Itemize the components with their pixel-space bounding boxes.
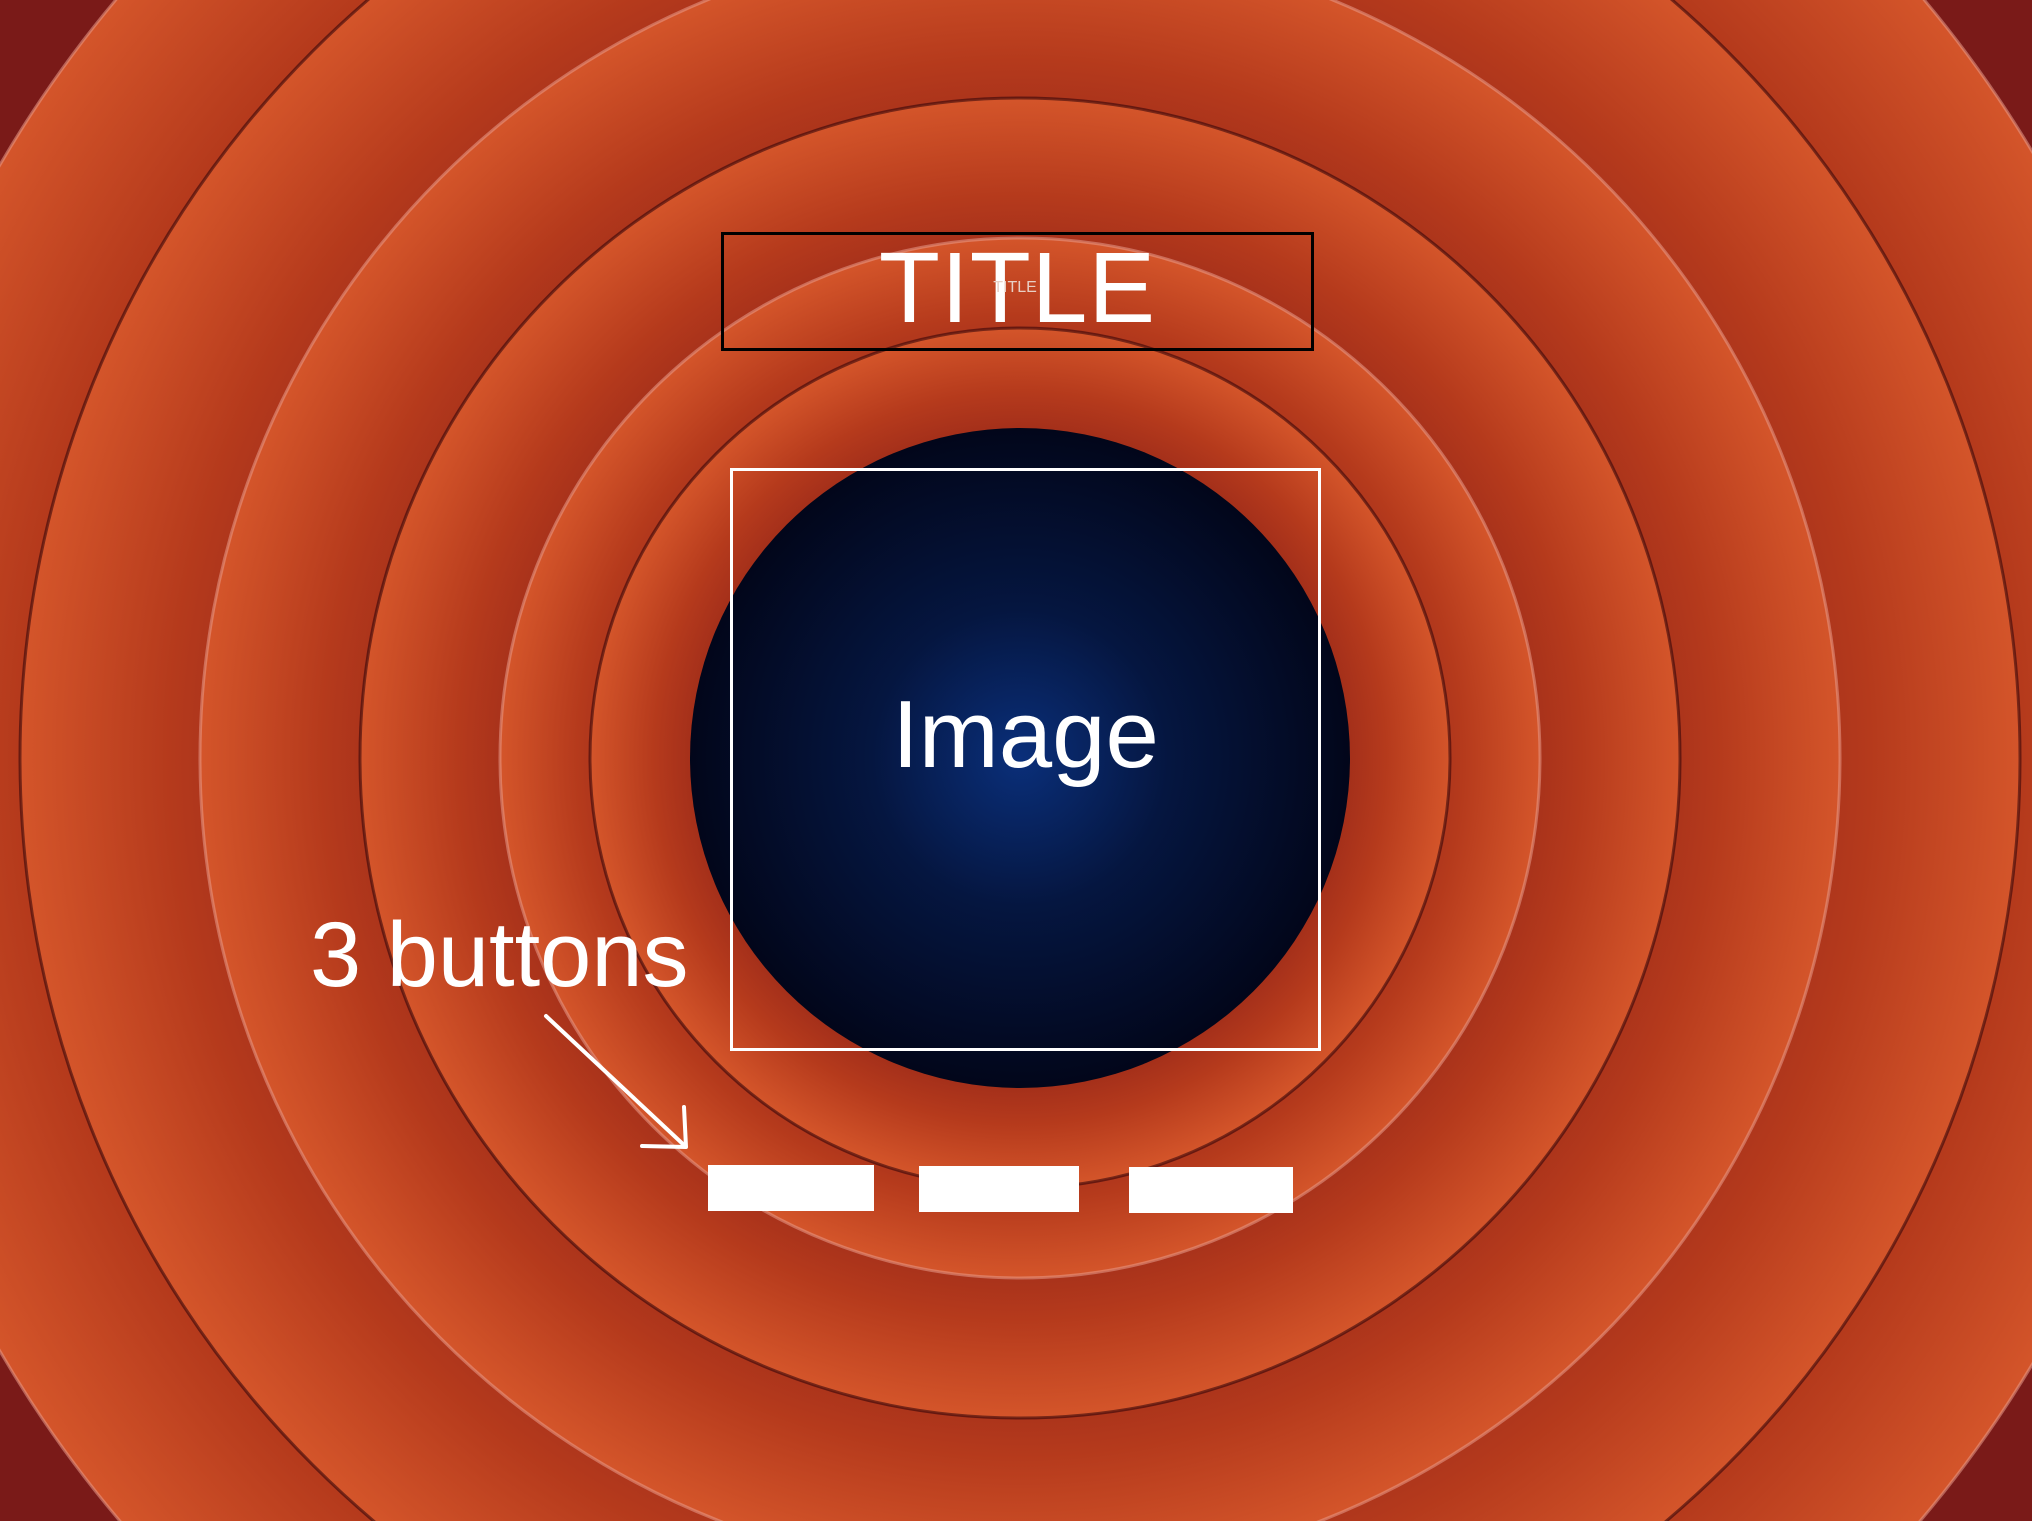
title-frame	[721, 232, 1314, 351]
button-2[interactable]	[919, 1166, 1079, 1212]
page-title-small: TITLE	[993, 279, 1037, 296]
button-3[interactable]	[1129, 1167, 1293, 1213]
image-placeholder-label: Image	[892, 681, 1159, 788]
button-1[interactable]	[708, 1165, 874, 1211]
image-placeholder-frame	[730, 468, 1321, 1051]
page-title: TITLE	[878, 232, 1157, 344]
buttons-annotation-label: 3 buttons	[310, 904, 689, 1006]
